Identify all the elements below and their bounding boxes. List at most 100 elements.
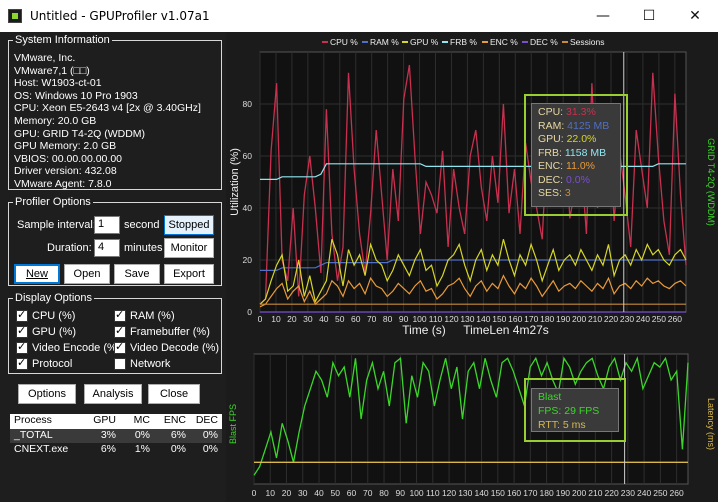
x-tick-label: 110 [426, 488, 440, 498]
sample-interval-unit: second [124, 219, 160, 231]
checkbox-protocol[interactable]: Protocol [16, 356, 72, 370]
blast-tooltip-highlight: Blast FPS: 29 FPS RTT: 5 ms [524, 378, 626, 442]
tooltip-line-rtt: RTT: 5 ms [538, 419, 586, 431]
sample-interval-input[interactable]: 1 [94, 216, 120, 234]
header-dec[interactable]: DEC [195, 414, 218, 426]
sample-interval-label: Sample interval: [17, 219, 96, 231]
x-tick-label: 100 [412, 314, 426, 324]
y-axis-label: Utilization (%) [229, 148, 241, 216]
x-tick-label: 180 [540, 314, 554, 324]
tooltip-line-sessions: SES: 3 [538, 187, 571, 199]
x-tick-label: 220 [605, 488, 619, 498]
profiler-options-legend: Profiler Options [15, 196, 91, 208]
x-tick-label: 110 [429, 314, 443, 324]
checkbox-network[interactable]: Network [114, 358, 170, 370]
checkbox-label: Video Decode (%) [130, 342, 220, 354]
checkbox-gpu[interactable]: GPU (%) [16, 324, 76, 338]
x-tick-label: 160 [507, 488, 521, 498]
tooltip-value: 5 ms [562, 418, 586, 431]
checkbox-box[interactable] [16, 308, 28, 322]
minimize-button[interactable]: — [596, 8, 610, 24]
new-button[interactable]: New [14, 264, 60, 284]
checkbox-ram[interactable]: RAM (%) [114, 308, 175, 322]
legend-entry: GPU % [410, 37, 439, 47]
checkbox-box[interactable] [16, 324, 28, 338]
checkbox-box[interactable] [114, 324, 126, 338]
system-info-line: VMware, Inc. [14, 52, 76, 64]
tooltip-line-ram: RAM: 4125 MB [538, 120, 609, 132]
open-button[interactable]: Open [64, 264, 110, 284]
header-process[interactable]: Process [14, 414, 52, 426]
tooltip-value: 4125 MB [567, 119, 610, 132]
header-gpu[interactable]: GPU [93, 414, 116, 426]
x-tick-label: 170 [523, 488, 537, 498]
save-button[interactable]: Save [114, 264, 160, 284]
title-bar: Untitled - GPUProfiler v1.07a1 — ☐ ✕ [0, 0, 718, 32]
x-tick-label: 240 [637, 488, 651, 498]
header-enc[interactable]: ENC [163, 414, 186, 426]
app-icon [8, 9, 22, 23]
display-options-group: Display Options [8, 292, 222, 374]
checkbox-box[interactable] [16, 356, 28, 370]
x-tick-label: 180 [539, 488, 553, 498]
x-tick-label: 200 [572, 488, 586, 498]
x-tick-label: 60 [347, 488, 357, 498]
checkbox-label: CPU (%) [32, 310, 76, 322]
options-button[interactable]: Options [18, 384, 76, 404]
x-tick-label: 250 [652, 314, 666, 324]
table-row[interactable]: _TOTAL 3% 0% 6% 0% [10, 429, 222, 443]
series-line-fps [253, 356, 689, 476]
table-row[interactable]: CNEXT.exe 6% 1% 0% 0% [10, 443, 222, 457]
y-tick-label: 0 [247, 307, 252, 317]
maximize-button[interactable]: ☐ [642, 8, 656, 24]
x-tick-label: 140 [476, 314, 490, 324]
checkbox-box[interactable] [114, 340, 126, 354]
series-line-ram [260, 259, 686, 271]
tooltip-value: 29 FPS [564, 405, 600, 417]
close-button[interactable]: Close [148, 384, 200, 404]
x-tick-label: 40 [319, 314, 329, 324]
y-tick-label: 40 [243, 203, 253, 213]
checkbox-box[interactable] [114, 308, 126, 322]
legend-entry: CPU % [330, 37, 358, 47]
left-panel: System Information VMware, Inc. VMware7,1… [0, 32, 226, 502]
x-tick-label: 90 [396, 488, 406, 498]
cell-enc: 0% [170, 443, 186, 455]
checkbox-framebuffer[interactable]: Framebuffer (%) [114, 324, 210, 338]
export-button[interactable]: Export [164, 264, 214, 284]
legend-entry: FRB % [450, 37, 477, 47]
monitor-button[interactable]: Monitor [164, 238, 214, 258]
x-tick-label: 250 [653, 488, 667, 498]
legend-entry: DEC % [530, 37, 558, 47]
window-title: Untitled - GPUProfiler v1.07a1 [30, 9, 210, 23]
blast-fps-chart[interactable]: 0 10 20 30 40 50 60 70 80 90 100 110 120 130 140 150 160… [226, 344, 718, 500]
tooltip-value: 31.3% [566, 106, 596, 118]
checkbox-cpu[interactable]: CPU (%) [16, 308, 76, 322]
checkbox-label: Video Encode (% [32, 342, 117, 354]
x-tick-label: 240 [636, 314, 650, 324]
system-information-legend: System Information [15, 34, 110, 46]
analysis-button[interactable]: Analysis [84, 384, 142, 404]
utilization-tooltip: CPU: 31.3% RAM: 4125 MB GPU: 22.0% FRB: 115… [531, 103, 621, 207]
duration-input[interactable]: 4 [94, 239, 120, 257]
x-tick-label: 230 [621, 488, 635, 498]
x-tick-label: 220 [604, 314, 618, 324]
blast-tooltip: Blast FPS: 29 FPS RTT: 5 ms [531, 388, 619, 432]
stopped-button[interactable]: Stopped [164, 215, 214, 235]
x-tick-label: 10 [271, 314, 281, 324]
checkbox-box[interactable] [16, 340, 28, 354]
checkbox-video-encode[interactable]: Video Encode (% [16, 340, 117, 354]
header-mc[interactable]: MC [133, 414, 150, 426]
x-tick-label: 30 [298, 488, 308, 498]
series-line-gpu [259, 238, 687, 305]
checkbox-box[interactable] [114, 358, 126, 370]
tooltip-label: RAM: [538, 119, 568, 132]
utilization-chart[interactable]: 0 10 20 30 40 50 60 70 80 90 100 110 120 130 140 150 160… [226, 32, 718, 342]
tooltip-label: RTT: [538, 418, 563, 431]
timelen-label: TimeLen 4m27s [463, 323, 549, 337]
x-tick-label: 150 [492, 314, 506, 324]
x-tick-label: 210 [588, 314, 602, 324]
close-window-button[interactable]: ✕ [689, 8, 701, 24]
utilization-tooltip-highlight: CPU: 31.3% RAM: 4125 MB GPU: 22.0% FRB: 115… [524, 94, 628, 216]
checkbox-video-decode[interactable]: Video Decode (%) [114, 340, 220, 354]
